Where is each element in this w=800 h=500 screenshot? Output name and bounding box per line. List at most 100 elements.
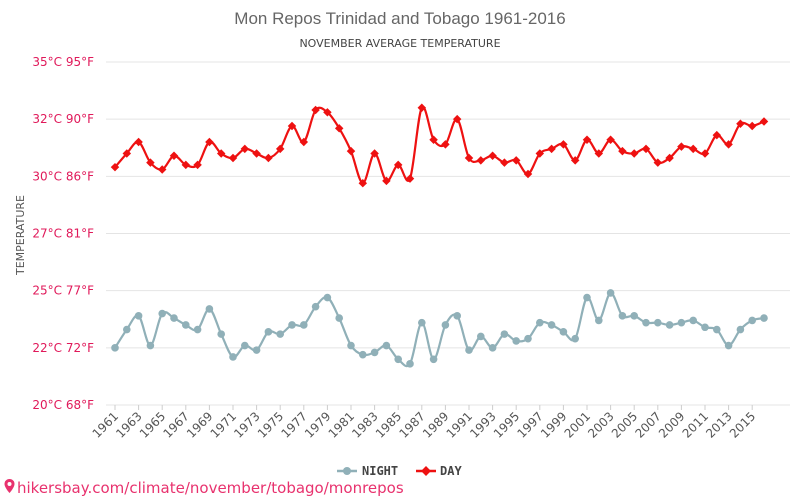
data-point-day[interactable]	[417, 103, 427, 112]
data-point-night[interactable]	[713, 325, 721, 334]
data-point-night[interactable]	[146, 341, 155, 350]
legend-item-day[interactable]: DAY	[416, 464, 462, 478]
data-point-day[interactable]	[264, 153, 273, 163]
data-point-day[interactable]	[205, 137, 214, 147]
data-point-day[interactable]	[429, 135, 438, 144]
data-point-day[interactable]	[240, 144, 250, 154]
data-point-night[interactable]	[736, 325, 745, 334]
data-point-night[interactable]	[441, 321, 450, 329]
data-point-night[interactable]	[205, 305, 214, 313]
data-point-night[interactable]	[134, 312, 143, 320]
data-point-night[interactable]	[394, 355, 403, 364]
data-point-night[interactable]	[170, 314, 178, 322]
data-point-night[interactable]	[406, 360, 414, 368]
data-point-night[interactable]	[300, 321, 308, 329]
data-point-night[interactable]	[665, 321, 674, 329]
data-point-night[interactable]	[123, 325, 131, 334]
data-point-day[interactable]	[441, 140, 450, 149]
data-point-day[interactable]	[547, 144, 556, 154]
data-point-day[interactable]	[500, 158, 509, 167]
data-point-night[interactable]	[453, 312, 462, 320]
data-point-day[interactable]	[452, 114, 462, 124]
data-point-day[interactable]	[488, 151, 497, 160]
data-point-day[interactable]	[688, 144, 698, 154]
data-point-night[interactable]	[547, 321, 556, 329]
data-point-night[interactable]	[488, 344, 497, 352]
data-point-day[interactable]	[747, 121, 757, 131]
data-point-night[interactable]	[252, 346, 261, 354]
data-point-day[interactable]	[393, 160, 403, 170]
data-point-night[interactable]	[606, 289, 615, 297]
data-point-day[interactable]	[405, 174, 415, 183]
data-point-night[interactable]	[158, 309, 166, 318]
data-point-night[interactable]	[264, 328, 273, 336]
data-point-day[interactable]	[382, 176, 391, 186]
data-point-night[interactable]	[288, 321, 296, 329]
data-point-day[interactable]	[122, 149, 132, 158]
data-point-night[interactable]	[677, 318, 686, 327]
data-point-night[interactable]	[111, 344, 119, 352]
data-point-day[interactable]	[323, 108, 332, 117]
data-point-day[interactable]	[311, 105, 320, 115]
data-point-day[interactable]	[287, 121, 297, 131]
data-point-day[interactable]	[110, 162, 120, 172]
data-point-night[interactable]	[359, 350, 367, 359]
data-point-night[interactable]	[524, 334, 532, 343]
data-point-night[interactable]	[311, 302, 320, 311]
data-point-night[interactable]	[193, 325, 202, 334]
data-point-day[interactable]	[370, 149, 379, 158]
data-point-day[interactable]	[629, 149, 639, 158]
data-point-day[interactable]	[193, 160, 202, 170]
data-point-night[interactable]	[559, 328, 568, 336]
data-point-day[interactable]	[169, 151, 179, 160]
data-point-day[interactable]	[228, 153, 238, 163]
data-point-day[interactable]	[146, 158, 155, 167]
legend[interactable]: NIGHT DAY	[337, 464, 462, 478]
legend-item-night[interactable]: NIGHT	[337, 464, 398, 478]
data-point-night[interactable]	[382, 341, 391, 350]
data-point-day[interactable]	[157, 165, 167, 174]
data-point-day[interactable]	[299, 137, 309, 147]
data-point-day[interactable]	[759, 117, 769, 126]
data-point-night[interactable]	[642, 318, 650, 327]
data-point-night[interactable]	[477, 332, 485, 341]
data-point-night[interactable]	[429, 355, 438, 364]
data-point-day[interactable]	[134, 137, 143, 147]
data-point-night[interactable]	[618, 312, 627, 320]
data-point-night[interactable]	[689, 316, 697, 325]
source-watermark[interactable]: hikersbay.com/climate/november/tobago/mo…	[4, 479, 404, 497]
data-point-night[interactable]	[536, 318, 544, 327]
data-point-day[interactable]	[346, 146, 356, 156]
data-point-night[interactable]	[701, 323, 709, 332]
data-point-day[interactable]	[252, 149, 261, 158]
data-point-night[interactable]	[323, 293, 332, 302]
data-point-night[interactable]	[760, 314, 768, 322]
data-point-day[interactable]	[358, 178, 368, 188]
data-point-night[interactable]	[418, 318, 426, 327]
data-point-night[interactable]	[583, 293, 591, 302]
data-point-night[interactable]	[182, 321, 190, 329]
data-point-night[interactable]	[241, 341, 249, 350]
data-point-night[interactable]	[654, 318, 662, 327]
data-point-night[interactable]	[571, 334, 579, 343]
x-tick-label: 1963	[113, 409, 144, 440]
data-point-night[interactable]	[500, 330, 509, 338]
data-point-night[interactable]	[217, 330, 225, 338]
data-point-night[interactable]	[370, 348, 379, 357]
data-point-night[interactable]	[276, 330, 285, 338]
data-point-night[interactable]	[465, 346, 473, 354]
data-point-day[interactable]	[476, 156, 486, 165]
data-point-night[interactable]	[335, 314, 344, 322]
x-tick-label: 2013	[703, 409, 734, 440]
data-point-night[interactable]	[595, 316, 603, 325]
data-point-day[interactable]	[464, 153, 474, 163]
data-point-day[interactable]	[181, 160, 191, 170]
data-point-night[interactable]	[229, 353, 237, 361]
data-point-day[interactable]	[216, 149, 226, 158]
data-point-night[interactable]	[724, 341, 733, 350]
data-point-night[interactable]	[512, 337, 520, 345]
data-point-night[interactable]	[347, 341, 355, 350]
data-point-day[interactable]	[275, 144, 285, 154]
data-point-night[interactable]	[630, 312, 638, 320]
data-point-night[interactable]	[748, 316, 756, 325]
